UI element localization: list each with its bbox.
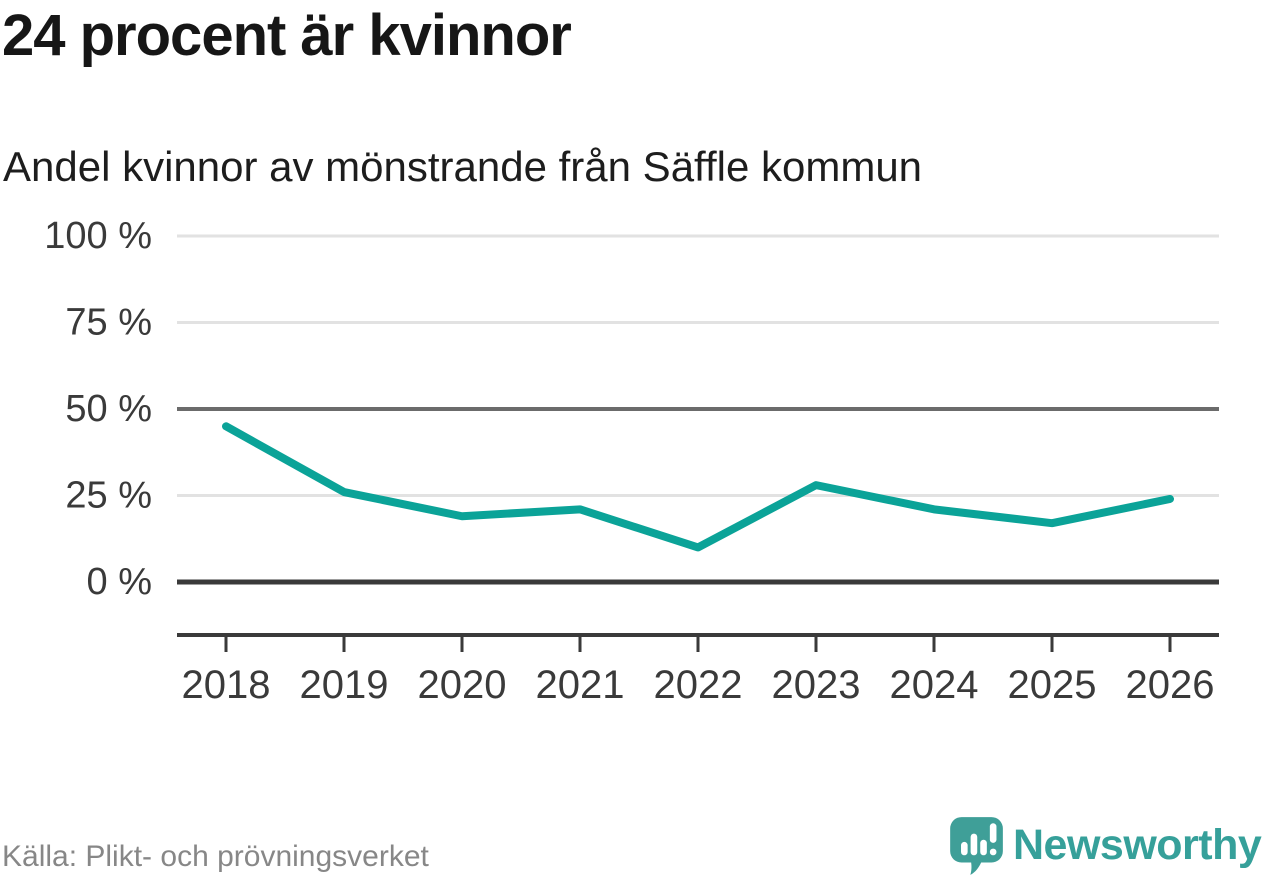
y-tick-label: 25 % bbox=[65, 475, 152, 517]
chart-title: 24 procent är kvinnor bbox=[2, 3, 572, 68]
y-tick-label: 0 % bbox=[87, 561, 152, 603]
x-tick-label: 2020 bbox=[418, 663, 507, 707]
bar-tall bbox=[970, 833, 978, 856]
bar-small bbox=[961, 841, 968, 856]
x-tick-label: 2024 bbox=[890, 663, 979, 707]
x-tick-label: 2025 bbox=[1008, 663, 1097, 707]
data-line bbox=[222, 422, 1174, 552]
exclamation-bar bbox=[989, 823, 997, 843]
bar-medium bbox=[980, 839, 987, 856]
newsworthy-logo: Newsworthy bbox=[947, 815, 1262, 877]
y-tick-label: 75 % bbox=[65, 302, 152, 344]
newsworthy-bubble-chart-icon bbox=[950, 817, 1003, 875]
y-tick-label: 100 % bbox=[44, 215, 152, 257]
exclamation-dot bbox=[989, 848, 997, 856]
line-chart: 0 % 25 % 50 % 75 % 100 % 2018 2019 2020 2021 2022… bbox=[44, 215, 1219, 707]
x-tick-label: 2019 bbox=[300, 663, 389, 707]
x-tick-label: 2022 bbox=[654, 663, 743, 707]
x-tick-label: 2026 bbox=[1126, 663, 1215, 707]
chart-subtitle: Andel kvinnor av mönstrande från Säffle … bbox=[3, 143, 923, 190]
source-attribution: Källa: Plikt- och prövningsverket bbox=[2, 840, 429, 873]
newsworthy-wordmark: Newsworthy bbox=[1013, 821, 1262, 869]
x-tick-label: 2018 bbox=[182, 663, 271, 707]
y-tick-label: 50 % bbox=[65, 388, 152, 430]
x-tick-label: 2023 bbox=[772, 663, 861, 707]
x-tick-label: 2021 bbox=[536, 663, 625, 707]
